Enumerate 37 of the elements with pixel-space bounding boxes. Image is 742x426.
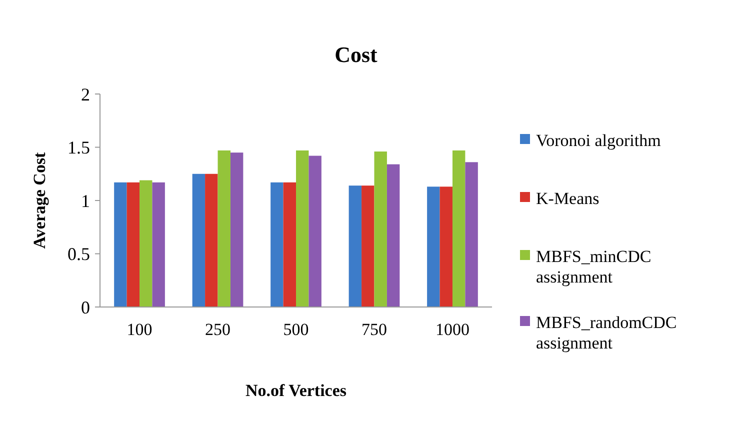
bar bbox=[205, 174, 218, 307]
bar bbox=[218, 150, 230, 307]
bar bbox=[452, 150, 466, 307]
x-tick-label: 500 bbox=[283, 320, 309, 339]
y-tick-label: 0.5 bbox=[68, 244, 90, 264]
bar bbox=[308, 156, 322, 307]
x-tick-label: 750 bbox=[361, 320, 387, 339]
bar bbox=[230, 152, 244, 307]
y-tick-label: 2 bbox=[81, 84, 90, 104]
bar bbox=[192, 174, 206, 307]
bar bbox=[126, 182, 140, 307]
y-tick-label: 0 bbox=[81, 297, 90, 318]
legend-label: MBFS_minCDC assignment bbox=[536, 246, 652, 286]
bar bbox=[427, 186, 440, 307]
bar bbox=[283, 182, 296, 307]
bar bbox=[374, 152, 387, 307]
bar bbox=[270, 182, 284, 307]
legend-label: Voronoi algorithm bbox=[536, 130, 661, 150]
bar bbox=[386, 164, 400, 307]
x-tick-label: 100 bbox=[126, 320, 152, 339]
legend-label: K-Means bbox=[536, 188, 600, 208]
x-axis-title: No.of Vertices bbox=[245, 381, 347, 400]
bar bbox=[140, 180, 152, 307]
bar bbox=[114, 182, 127, 307]
legend-label: MBFS_randomCDC assignment bbox=[536, 312, 677, 352]
bar bbox=[348, 186, 362, 307]
bar bbox=[296, 150, 309, 307]
chart-title: Cost bbox=[334, 42, 378, 67]
y-tick-label: 1 bbox=[81, 190, 90, 211]
bar bbox=[440, 186, 452, 307]
x-tick-label: 250 bbox=[205, 320, 231, 339]
bar bbox=[152, 182, 165, 307]
x-tick-label: 1000 bbox=[435, 320, 470, 339]
bar bbox=[362, 186, 374, 307]
y-tick-label: 1.5 bbox=[68, 138, 90, 158]
y-axis-title: Average Cost bbox=[30, 152, 49, 249]
bar bbox=[465, 162, 478, 307]
